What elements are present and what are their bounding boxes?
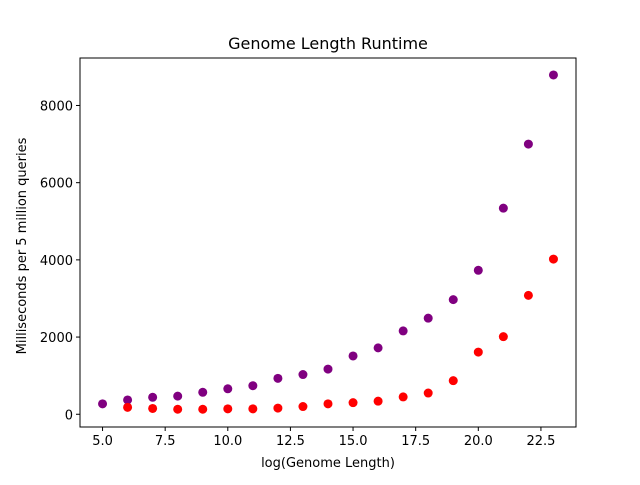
x-tick-label: 5.0 (92, 434, 113, 449)
x-tick-label: 22.5 (526, 434, 555, 449)
x-tick-label: 17.5 (401, 434, 430, 449)
data-point (348, 398, 358, 408)
y-tick-label: 6000 (40, 177, 73, 192)
data-series (123, 254, 558, 414)
data-point (498, 203, 508, 213)
data-point (373, 343, 383, 353)
y-axis-label: Milliseconds per 5 million queries (15, 137, 30, 354)
data-point (248, 404, 258, 414)
y-tick-label: 2000 (40, 331, 73, 346)
data-point (523, 139, 533, 149)
data-point (198, 404, 208, 414)
plot-frame (79, 57, 577, 428)
data-point (298, 402, 308, 412)
data-point (98, 399, 108, 409)
y-axis-ticks: 0 2000 4000 6000 8000 (40, 99, 80, 423)
data-point (423, 313, 433, 323)
chart-title: Genome Length Runtime (228, 34, 428, 53)
x-tick-label: 20.0 (464, 434, 493, 449)
data-point (273, 403, 283, 413)
data-point (398, 326, 408, 336)
data-point (173, 391, 183, 401)
y-tick-label: 4000 (40, 254, 73, 269)
data-point (323, 364, 333, 374)
y-tick-label: 0 (65, 408, 73, 423)
x-axis-label: log(Genome Length) (261, 456, 395, 471)
data-point (123, 402, 133, 412)
data-point (223, 404, 233, 414)
data-point (323, 399, 333, 409)
data-point (498, 332, 508, 342)
data-point (398, 392, 408, 402)
data-point (473, 265, 483, 275)
data-point (523, 290, 533, 300)
data-points (98, 70, 558, 414)
data-point (248, 381, 258, 391)
data-point (198, 387, 208, 397)
data-point (173, 404, 183, 414)
data-point (148, 403, 158, 413)
data-point (423, 388, 433, 398)
x-axis-ticks: 5.0 7.5 10.0 12.5 15.0 17.5 20.0 22.5 (92, 427, 555, 449)
x-tick-label: 7.5 (155, 434, 176, 449)
data-point (273, 373, 283, 383)
data-point (448, 376, 458, 386)
data-point (123, 395, 133, 405)
data-point (298, 370, 308, 380)
data-point (223, 384, 233, 394)
data-point (448, 295, 458, 305)
x-tick-label: 15.0 (339, 434, 368, 449)
data-point (148, 392, 158, 402)
data-point (348, 351, 358, 361)
x-tick-label: 10.0 (213, 434, 242, 449)
data-series (98, 70, 558, 409)
data-point (548, 254, 558, 264)
y-tick-label: 8000 (40, 99, 73, 114)
data-point (373, 396, 383, 406)
x-tick-label: 12.5 (276, 434, 305, 449)
data-point (473, 347, 483, 357)
data-point (548, 70, 558, 80)
